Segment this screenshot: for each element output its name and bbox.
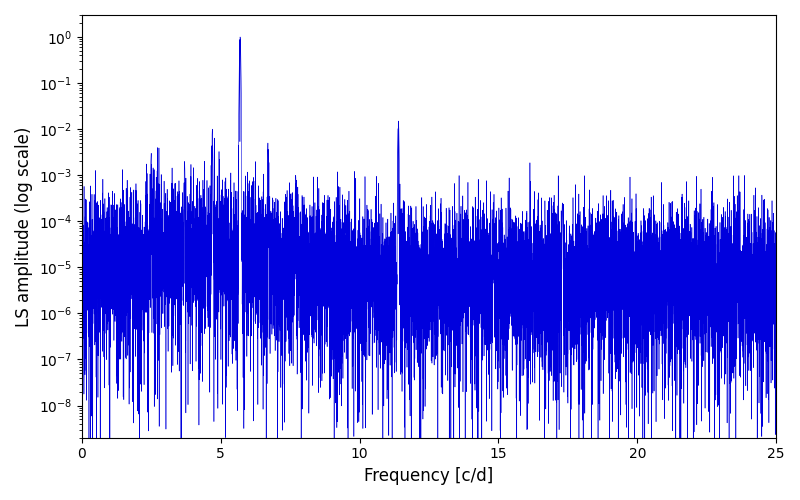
X-axis label: Frequency [c/d]: Frequency [c/d] bbox=[364, 467, 494, 485]
Y-axis label: LS amplitude (log scale): LS amplitude (log scale) bbox=[15, 126, 33, 326]
